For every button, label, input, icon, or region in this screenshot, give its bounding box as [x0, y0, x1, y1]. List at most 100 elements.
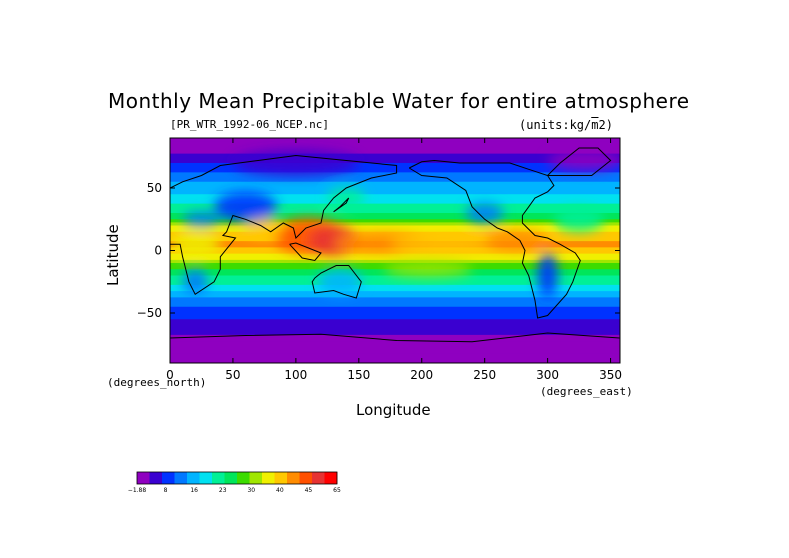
lat-band — [170, 316, 620, 320]
lat-band — [170, 169, 620, 173]
feature-blob — [170, 231, 221, 257]
units-label: (units:kg/m2) — [519, 118, 613, 132]
lat-band — [170, 216, 620, 220]
chart-title: Monthly Mean Precipitable Water for enti… — [108, 89, 690, 113]
x-tick-label: 200 — [410, 368, 433, 382]
lat-band — [170, 172, 620, 177]
lat-band — [170, 272, 620, 277]
colorbar-frame — [136, 471, 338, 485]
feature-blob — [182, 211, 221, 227]
coastline — [547, 147, 612, 176]
colorbar-swatch — [149, 472, 163, 484]
feature-blob — [214, 191, 277, 222]
lat-band — [170, 291, 620, 295]
lat-band — [170, 356, 620, 361]
lat-band — [170, 275, 620, 280]
lat-band — [170, 200, 620, 205]
lat-band — [170, 303, 620, 308]
feature-blob — [390, 235, 504, 253]
lat-band — [170, 206, 620, 211]
plot-area — [170, 138, 620, 363]
colorbar-swatch — [249, 472, 263, 484]
colorbar-label: 45 — [305, 487, 313, 494]
lat-band — [170, 259, 620, 264]
lat-band — [170, 256, 620, 261]
colorbar-label: 16 — [190, 487, 198, 494]
lat-band — [170, 309, 620, 314]
colorbar-swatch — [262, 472, 275, 484]
lat-band — [170, 159, 620, 164]
lat-band — [170, 191, 620, 195]
lat-band — [170, 156, 620, 161]
lat-band — [170, 347, 620, 352]
x-tick-label: 350 — [599, 368, 622, 382]
feature-blob — [484, 230, 548, 251]
feature-blob — [232, 150, 359, 176]
lat-band — [170, 350, 620, 355]
x-tick-label: 150 — [347, 368, 370, 382]
colorbar-label: 40 — [276, 487, 284, 494]
colorbar-label: 30 — [247, 487, 255, 494]
lat-band — [170, 359, 620, 363]
feature-blob — [465, 203, 504, 223]
lat-band — [170, 328, 620, 333]
lat-band — [170, 213, 620, 217]
lat-band — [170, 334, 620, 339]
lat-band — [170, 178, 620, 183]
lat-band — [170, 150, 620, 155]
coastline — [408, 159, 581, 319]
colorbar-swatch — [237, 472, 250, 484]
lat-band — [170, 284, 620, 289]
lat-band — [170, 325, 620, 330]
lat-band — [170, 141, 620, 145]
feature-blob — [553, 206, 605, 232]
lat-band — [170, 331, 620, 336]
x-tick-label: 0 — [166, 368, 174, 382]
colorbar-swatch — [274, 472, 288, 484]
lat-band — [170, 322, 620, 327]
x-tick-label: 50 — [225, 368, 240, 382]
x-axis-units: (degrees_east) — [540, 385, 633, 398]
colorbar-swatch — [174, 472, 188, 484]
lat-band — [170, 203, 620, 208]
y-tick-label: −50 — [137, 306, 162, 320]
colorbar-swatch — [312, 472, 325, 484]
lat-band — [170, 181, 620, 186]
lat-band — [170, 300, 620, 305]
x-tick-label: 300 — [536, 368, 559, 382]
lat-band — [170, 138, 620, 142]
lat-band — [170, 175, 620, 180]
lat-band — [170, 338, 620, 342]
colorbar-swatch — [212, 472, 225, 484]
lat-band — [170, 153, 620, 158]
x-tick-label: 250 — [473, 368, 496, 382]
coastline — [170, 332, 620, 343]
coastline — [170, 154, 398, 296]
colorbar: −1.88 8 16 23 30 40 45 65 — [128, 471, 341, 494]
feature-blob — [547, 150, 620, 171]
colorbar-label: 23 — [219, 487, 227, 494]
y-tick-label: 0 — [154, 244, 162, 258]
lat-band — [170, 219, 620, 223]
feature-blob — [182, 269, 208, 295]
colorbar-swatch — [224, 472, 238, 484]
feature-blob — [327, 188, 366, 208]
feature-blob — [317, 269, 363, 295]
lat-band — [170, 281, 620, 286]
colorbar-swatch — [324, 472, 338, 484]
lat-band — [170, 313, 620, 317]
lat-band — [170, 222, 620, 227]
coastlines — [170, 147, 620, 343]
colorbar-swatch — [187, 472, 200, 484]
lat-band — [170, 306, 620, 311]
lat-band — [170, 341, 620, 345]
lat-band — [170, 197, 620, 202]
lat-band — [170, 344, 620, 348]
y-axis-units: (degrees_north) — [107, 376, 207, 389]
feature-blob — [537, 253, 558, 298]
x-tick-label: 100 — [284, 368, 307, 382]
lat-band — [170, 184, 620, 189]
lat-band — [170, 188, 620, 192]
lat-band — [170, 294, 620, 298]
